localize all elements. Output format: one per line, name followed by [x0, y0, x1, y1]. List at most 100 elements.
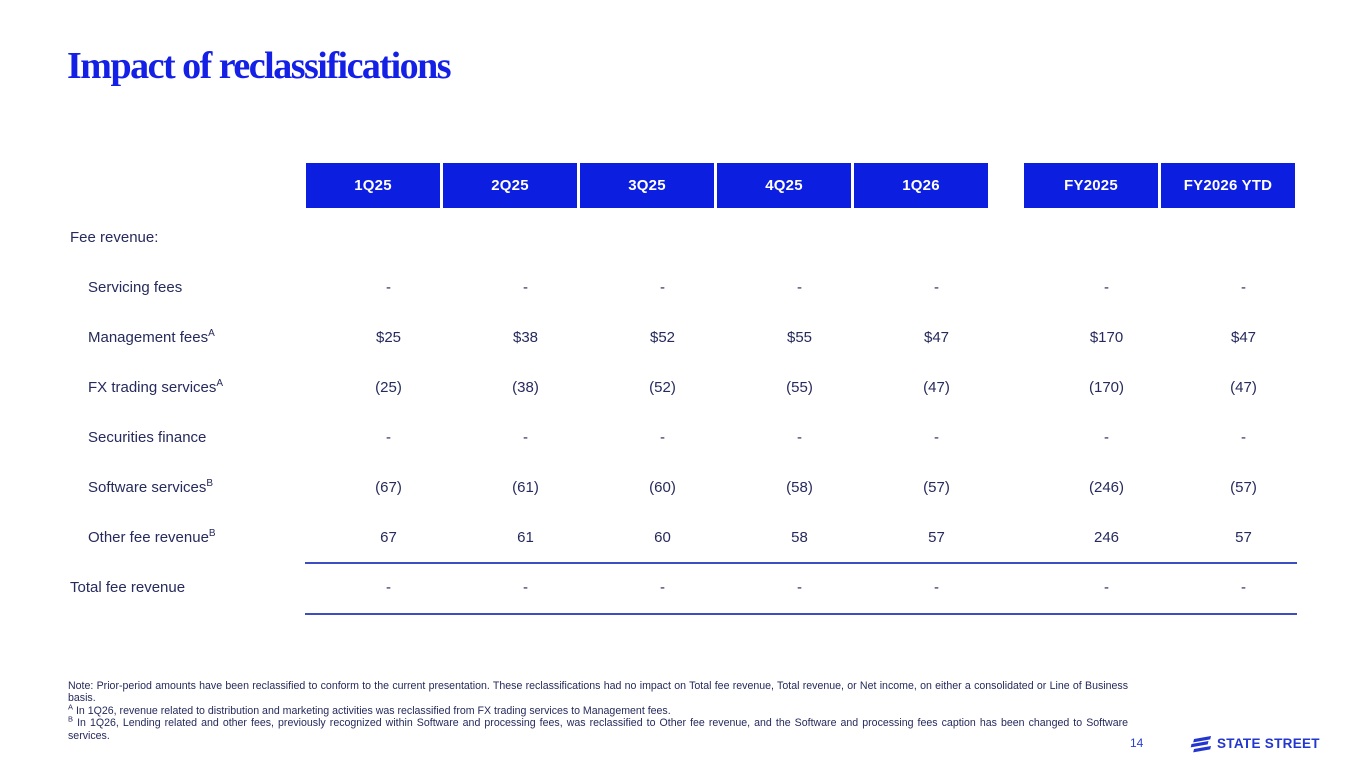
- row-label-superscript: B: [208, 527, 216, 539]
- footnote-b-text: In 1Q26, Lending related and other fees,…: [68, 717, 1128, 742]
- page-title: Impact of reclassifications: [67, 45, 452, 87]
- value-cell: (246): [1088, 478, 1125, 496]
- column-header-3q25: 3Q25: [580, 163, 714, 208]
- header-cell: FY2025: [1024, 163, 1161, 208]
- value-cell: $52: [649, 328, 676, 346]
- state-street-logo: STATE STREET: [1190, 733, 1320, 753]
- row-label: FX trading servicesA: [88, 377, 224, 396]
- row-label: Total fee revenue: [70, 578, 186, 596]
- value-cell: 57: [1235, 528, 1252, 546]
- value-cell: $47: [1230, 328, 1257, 346]
- value-cell: $25: [375, 328, 402, 346]
- value-cell: (61): [512, 478, 539, 496]
- header-cell: FY2026 YTD: [1161, 163, 1298, 208]
- row-label-superscript: A: [216, 377, 224, 389]
- value-cell: -: [660, 278, 665, 296]
- value-cell: -: [386, 578, 391, 596]
- row-label: Management feesA: [88, 327, 215, 346]
- column-header-1q26: 1Q26: [854, 163, 988, 208]
- value-cell: 67: [380, 528, 397, 546]
- header-cell: 4Q25: [717, 163, 854, 208]
- header-cell: 3Q25: [580, 163, 717, 208]
- header-cell: 1Q26: [854, 163, 991, 208]
- table-row: Fee revenue:: [68, 212, 1298, 262]
- footnotes: Note: Prior-period amounts have been rec…: [68, 680, 1128, 742]
- value-cell: (47): [923, 378, 950, 396]
- header-cell: 2Q25: [443, 163, 580, 208]
- value-cell: -: [934, 278, 939, 296]
- value-cell: -: [1104, 428, 1109, 446]
- value-cell: 57: [928, 528, 945, 546]
- header-cell: 1Q25: [306, 163, 443, 208]
- value-cell: (47): [1230, 378, 1257, 396]
- value-cell: -: [660, 578, 665, 596]
- value-cell: (170): [1088, 378, 1125, 396]
- row-label: Fee revenue:: [70, 228, 159, 246]
- value-cell: -: [1241, 578, 1246, 596]
- table-header-row: 1Q25 2Q25 3Q25 4Q25 1Q26 FY2025 FY2026 YTD: [68, 163, 1298, 208]
- page-number: 14: [1130, 736, 1144, 750]
- value-cell: -: [934, 578, 939, 596]
- row-label-superscript: B: [206, 477, 214, 489]
- column-header-1q25: 1Q25: [306, 163, 440, 208]
- value-cell: (25): [375, 378, 402, 396]
- footnote-a-marker: A: [68, 702, 74, 712]
- footnote-b-marker: B: [68, 714, 74, 724]
- table-row: Other fee revenueB 67 61 60 58 57 246 57: [68, 512, 1298, 562]
- value-cell: -: [1104, 578, 1109, 596]
- value-cell: -: [797, 578, 802, 596]
- value-cell: -: [386, 278, 391, 296]
- value-cell: -: [797, 428, 802, 446]
- column-header-fy2025: FY2025: [1024, 163, 1158, 208]
- state-street-logo-mark: [1190, 736, 1211, 753]
- fee-table: 1Q25 2Q25 3Q25 4Q25 1Q26 FY2025 FY2026 YTD Fee…: [68, 163, 1298, 612]
- value-cell: (55): [786, 378, 813, 396]
- state-street-logo-text: STATE STREET: [1217, 735, 1320, 751]
- value-cell: 246: [1093, 528, 1120, 546]
- value-cell: -: [934, 428, 939, 446]
- value-cell: $55: [786, 328, 813, 346]
- value-cell: (60): [649, 478, 676, 496]
- value-cell: -: [797, 278, 802, 296]
- value-cell: 61: [517, 528, 534, 546]
- row-label: Other fee revenueB: [88, 527, 216, 546]
- value-cell: -: [523, 428, 528, 446]
- value-cell: -: [660, 428, 665, 446]
- row-label-superscript: A: [208, 327, 215, 339]
- total-rule-bottom: [305, 613, 1297, 615]
- value-cell: -: [1241, 278, 1246, 296]
- value-cell: $170: [1089, 328, 1124, 346]
- table-row: Servicing fees - - - - - - -: [68, 262, 1298, 312]
- value-cell: (58): [786, 478, 813, 496]
- value-cell: 60: [654, 528, 671, 546]
- column-header-4q25: 4Q25: [717, 163, 851, 208]
- table-row: Software servicesB (67) (61) (60) (58) (57) (2…: [68, 462, 1298, 512]
- value-cell: -: [386, 428, 391, 446]
- value-cell: (52): [649, 378, 676, 396]
- footnote-a: A In 1Q26, revenue related to distributi…: [68, 702, 1128, 717]
- column-header-fy2026-ytd: FY2026 YTD: [1161, 163, 1295, 208]
- value-cell: (57): [923, 478, 950, 496]
- table-row: FX trading servicesA (25) (38) (52) (55) (47)…: [68, 362, 1298, 412]
- table-row: Securities finance - - - - - - -: [68, 412, 1298, 462]
- value-cell: $38: [512, 328, 539, 346]
- table-body: Fee revenue: Servicing fees - - - - - - - Managem…: [68, 212, 1298, 612]
- footnote-b: B In 1Q26, Lending related and other fee…: [68, 714, 1128, 742]
- value-cell: (57): [1230, 478, 1257, 496]
- value-cell: -: [523, 278, 528, 296]
- header-label-spacer: [68, 163, 306, 208]
- footnote-note: Note: Prior-period amounts have been rec…: [68, 680, 1128, 705]
- value-cell: -: [1104, 278, 1109, 296]
- value-cell: $47: [923, 328, 950, 346]
- table-row: Total fee revenue - - - - - - -: [68, 562, 1298, 612]
- total-rule-top: [305, 562, 1297, 564]
- table-row: Management feesA $25 $38 $52 $55 $47 $170 $47: [68, 312, 1298, 362]
- column-header-2q25: 2Q25: [443, 163, 577, 208]
- row-label: Software servicesB: [88, 477, 214, 496]
- row-label: Securities finance: [88, 428, 207, 446]
- column-spacer: [991, 163, 1024, 208]
- row-label: Servicing fees: [88, 278, 183, 296]
- footnote-a-text: In 1Q26, revenue related to distribution…: [73, 704, 671, 717]
- value-cell: (67): [375, 478, 402, 496]
